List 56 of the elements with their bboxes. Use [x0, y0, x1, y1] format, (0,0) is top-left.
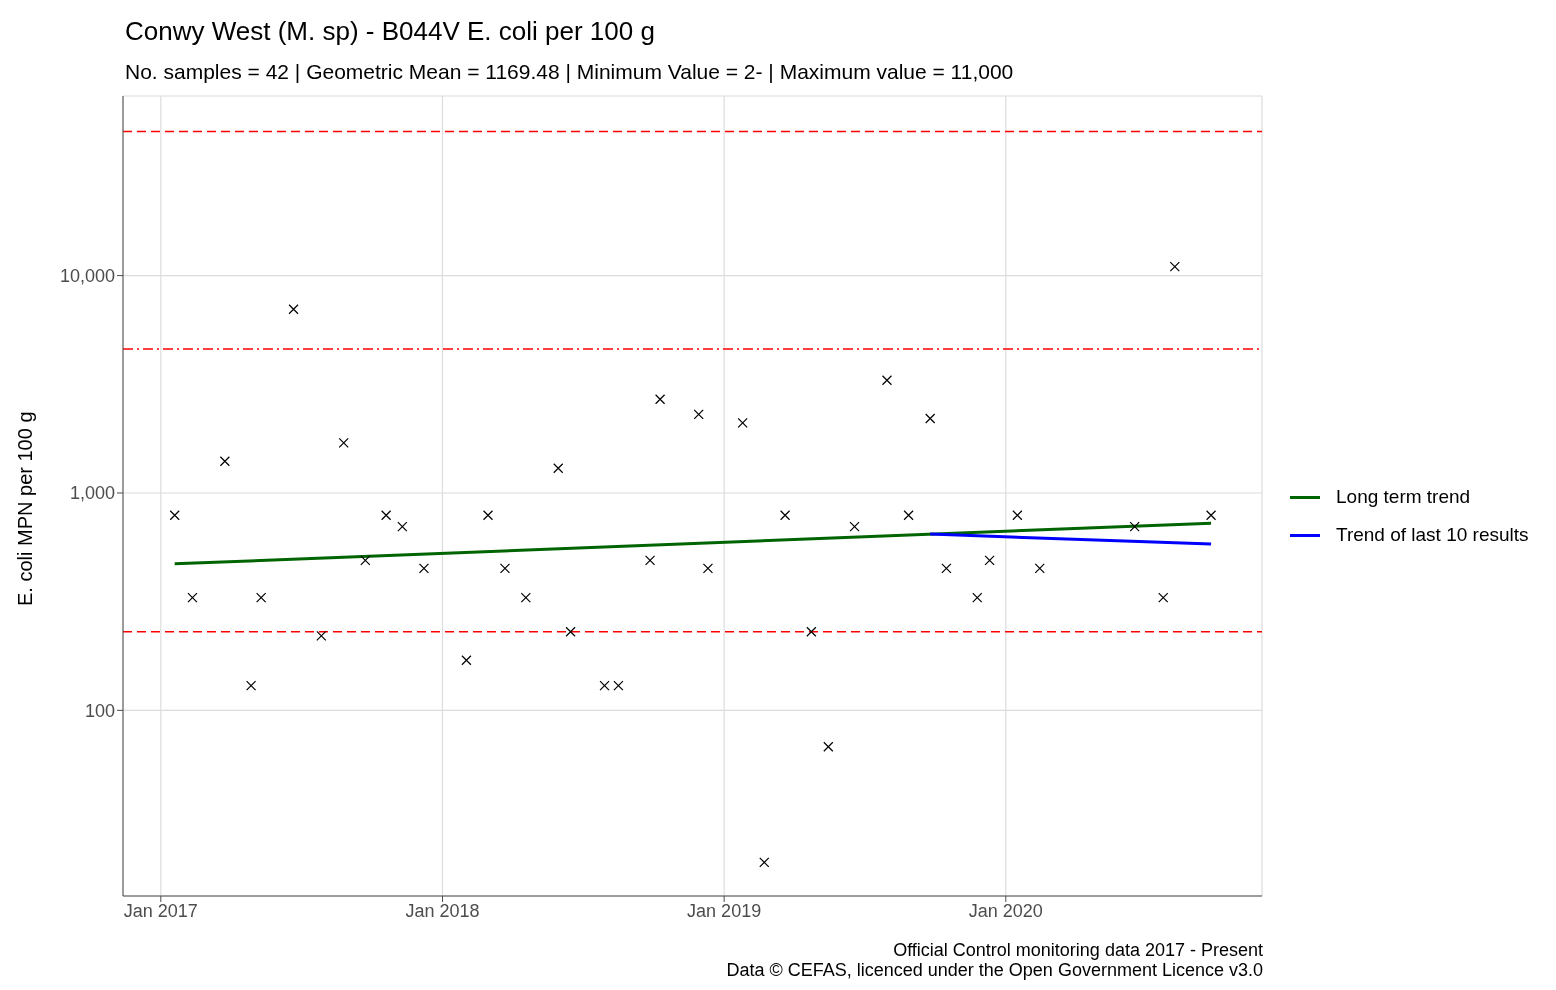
- point: [925, 413, 936, 424]
- point: [246, 680, 257, 691]
- point: [418, 563, 430, 574]
- point: [806, 626, 817, 637]
- point: [338, 437, 349, 448]
- y-tick-label: 10,000: [59, 265, 115, 286]
- point: [219, 456, 230, 467]
- point: [849, 521, 860, 532]
- point: [461, 655, 472, 666]
- point: [187, 592, 198, 603]
- point: [881, 375, 893, 386]
- x-tick-label: Jan 2018: [405, 900, 480, 921]
- x-tick-label: Jan 2019: [687, 900, 762, 921]
- point: [1012, 510, 1023, 521]
- point: [941, 563, 952, 574]
- point: [823, 741, 834, 752]
- point: [780, 510, 791, 521]
- chart-subtitle: No. samples = 42 | Geometric Mean = 1169.48 | Minimum Value = 2- | Maximum value = 11,000: [125, 60, 1014, 84]
- point: [397, 521, 408, 532]
- point: [599, 680, 610, 691]
- point: [381, 510, 392, 521]
- chart-title: Conwy West (M. sp) - B044V E. coli per 100 g: [125, 16, 655, 47]
- y-tick-label: 1,000: [69, 483, 115, 504]
- point: [482, 510, 494, 521]
- point: [972, 592, 983, 603]
- text: Data © CEFAS, licenced under the Open Government Licence v3.0: [726, 960, 1263, 980]
- point: [499, 563, 511, 574]
- point: [702, 563, 714, 574]
- x-tick-label: Jan 2017: [123, 900, 198, 921]
- point: [693, 409, 704, 420]
- point: [169, 510, 180, 521]
- point: [1205, 510, 1217, 521]
- point: [759, 857, 770, 868]
- point: [553, 463, 564, 474]
- point: [1129, 521, 1140, 532]
- point: [520, 592, 531, 603]
- point: [565, 626, 576, 637]
- y-axis-title: E. coli MPN per 100 g: [14, 411, 37, 606]
- x-tick-label: Jan 2020: [968, 900, 1043, 921]
- point: [1169, 261, 1180, 272]
- point: [644, 555, 656, 566]
- point: [360, 555, 371, 566]
- point: [316, 630, 327, 642]
- legend-label: Long term trend: [1336, 486, 1471, 508]
- point: [737, 417, 748, 429]
- y-tick-label: 100: [84, 700, 115, 721]
- point: [1158, 592, 1169, 603]
- point: [654, 394, 666, 405]
- legend-label: Trend of last 10 results: [1336, 524, 1529, 546]
- point: [1034, 563, 1045, 574]
- point: [288, 304, 299, 315]
- point: [256, 592, 267, 603]
- point: [984, 555, 995, 566]
- point: [613, 680, 624, 691]
- text: Official Control monitoring data 2017 - Present: [892, 940, 1263, 960]
- point: [903, 510, 914, 521]
